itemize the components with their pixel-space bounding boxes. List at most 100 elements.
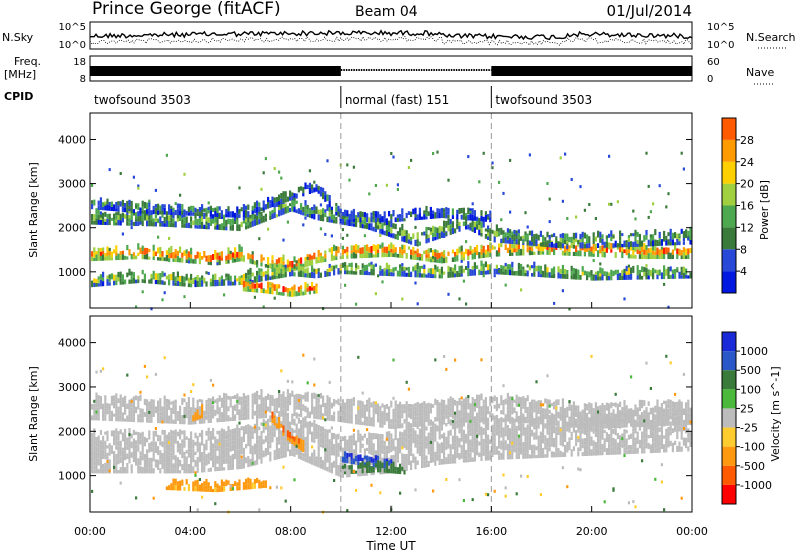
range-cell [471, 208, 474, 215]
scatter-cell [467, 395, 470, 398]
range-cell [498, 429, 501, 435]
range-cell [594, 422, 597, 429]
range-cell [267, 426, 270, 433]
scatter-cell [429, 440, 432, 444]
range-cell [110, 416, 113, 422]
scatter-cell [399, 264, 402, 268]
range-cell [176, 414, 179, 418]
range-cell [225, 447, 228, 452]
range-cell [190, 440, 193, 446]
range-cell [447, 218, 450, 226]
range-cell [553, 266, 556, 274]
range-cell [577, 240, 580, 244]
range-cell [643, 254, 646, 259]
scatter-cell [649, 210, 652, 214]
range-cell [392, 233, 395, 239]
range-cell [93, 469, 96, 474]
range-cell [685, 248, 688, 256]
range-cell [542, 438, 545, 444]
range-cell [146, 438, 149, 443]
range-cell [528, 446, 531, 450]
range-cell [223, 458, 226, 464]
range-cell [561, 452, 564, 457]
scatter-cell [687, 237, 690, 241]
range-cell [594, 236, 597, 242]
range-cell [451, 415, 454, 419]
range-cell [330, 445, 333, 453]
range-cell [190, 210, 193, 216]
range-cell [533, 237, 536, 242]
range-cell [148, 407, 151, 411]
range-cell [579, 242, 582, 249]
range-cell [388, 450, 391, 454]
scatter-cell [414, 488, 417, 492]
range-cell [359, 221, 362, 228]
range-cell [267, 257, 270, 262]
range-cell [132, 416, 135, 423]
range-cell [313, 459, 316, 463]
range-cell [451, 401, 454, 405]
range-cell [599, 245, 602, 250]
range-cell [480, 457, 483, 462]
range-cell [251, 393, 254, 399]
scatter-cell [429, 259, 432, 263]
power-colorbar-cell [722, 271, 736, 293]
range-cell [190, 452, 193, 460]
range-cell [663, 254, 666, 259]
range-cell [121, 432, 124, 439]
range-cell [528, 432, 531, 437]
range-cell [451, 422, 454, 430]
range-cell [550, 426, 553, 432]
range-cell [399, 469, 402, 475]
range-cell [181, 280, 184, 287]
range-cell [577, 405, 580, 409]
power-colorbar-tick-label: 20 [740, 178, 754, 191]
range-cell [93, 247, 96, 253]
range-cell [412, 438, 415, 444]
range-cell [454, 420, 457, 424]
range-cell [447, 271, 450, 278]
scatter-cell [168, 236, 171, 240]
range-cell [253, 202, 256, 209]
range-cell [113, 451, 116, 456]
range-cell [484, 270, 487, 275]
range-cell [229, 396, 232, 403]
range-cell [242, 411, 245, 417]
scatter-cell [95, 370, 98, 374]
range-cell [231, 416, 234, 421]
range-cell [478, 409, 481, 415]
range-cell [454, 450, 457, 454]
range-cell [322, 187, 325, 193]
range-cell [104, 462, 107, 469]
range-cell [209, 467, 212, 472]
range-cell [174, 429, 177, 436]
range-cell [482, 428, 485, 435]
scatter-cell [401, 441, 404, 445]
range-cell [313, 272, 316, 279]
range-cell [324, 191, 327, 196]
range-cell [366, 270, 369, 276]
scatter-cell [579, 185, 582, 189]
range-cell [236, 206, 239, 213]
range-cell [267, 422, 270, 426]
range-cell [245, 409, 248, 414]
range-cell [392, 424, 395, 429]
range-cell [383, 444, 386, 451]
range-cell [526, 270, 529, 277]
range-cell [429, 403, 432, 409]
range-cell [374, 221, 377, 229]
range-cell [480, 442, 483, 446]
range-cell [141, 437, 144, 445]
range-cell [300, 404, 303, 408]
range-cell [152, 411, 155, 417]
range-cell [539, 274, 542, 278]
range-cell [522, 269, 525, 277]
range-cell [201, 221, 204, 226]
range-cell [548, 425, 551, 431]
range-cell [302, 186, 305, 194]
range-cell [165, 412, 168, 418]
range-cell [557, 266, 560, 273]
range-cell [370, 466, 373, 473]
range-cell [416, 425, 419, 429]
range-cell [559, 434, 562, 441]
